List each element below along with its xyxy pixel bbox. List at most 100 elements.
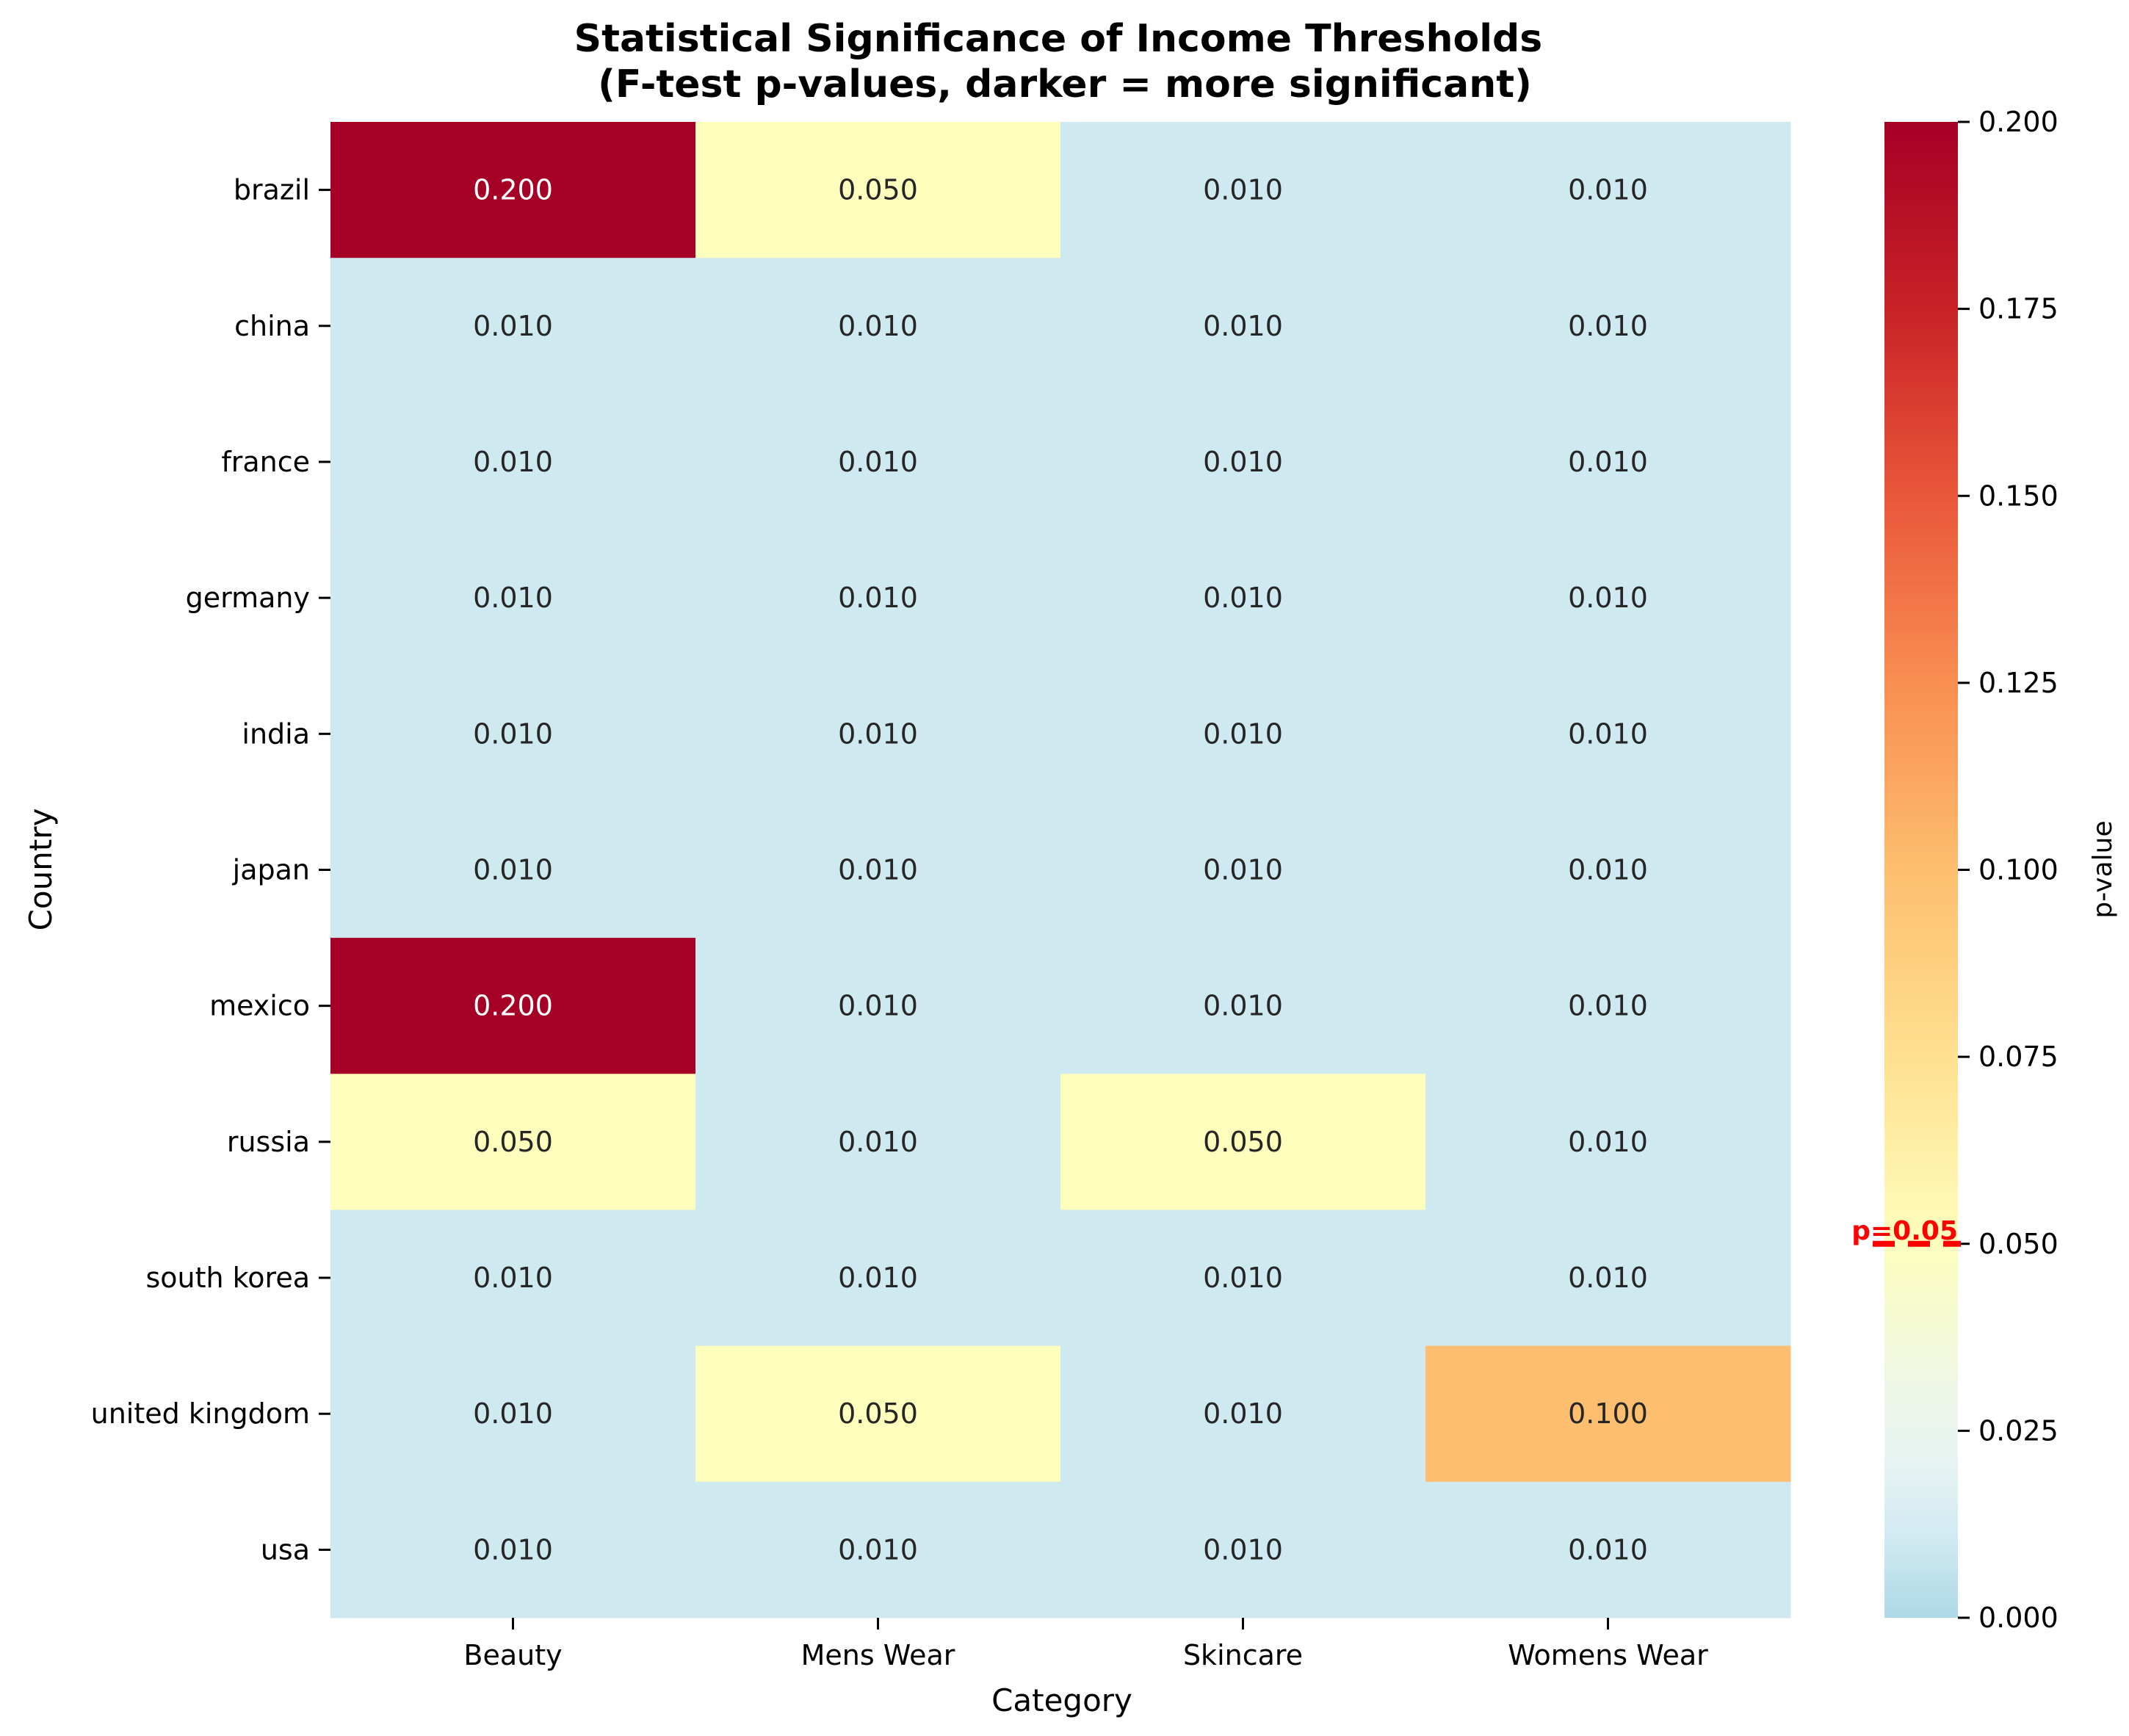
cell-value-label: 0.200 (473, 990, 553, 1022)
colorbar-tick-label: 0.100 (1978, 854, 2058, 886)
colorbar-gradient (1884, 122, 1958, 1618)
cell-value-label: 0.010 (1203, 854, 1283, 886)
cell-value-label: 0.010 (838, 854, 918, 886)
y-tick-label: russia (227, 1126, 310, 1158)
y-tick-label: germany (186, 582, 310, 614)
x-axis-label: Category (991, 1682, 1132, 1718)
x-tick-label: Womens Wear (1508, 1639, 1708, 1671)
cell-value-label: 0.010 (1568, 1262, 1648, 1294)
threshold-label: p=0.05 (1851, 1216, 1958, 1246)
heatmap-cell (695, 529, 1061, 667)
cell-value-label: 0.010 (1568, 990, 1648, 1022)
cell-value-label: 0.010 (838, 717, 918, 750)
heatmap-cell (1060, 1345, 1426, 1483)
heatmap-cell (1060, 665, 1426, 803)
colorbar: 0.000 0.025 0.050 0.075 0.100 0.125 0.150 0.175… (1851, 106, 2118, 1634)
cell-value-label: 0.010 (473, 1262, 553, 1294)
heatmap-cell (330, 1074, 696, 1210)
y-axis-label: Country (23, 809, 59, 931)
y-tick-label: south korea (145, 1262, 310, 1294)
heatmap-cell (1425, 122, 1791, 258)
colorbar-tick-label: 0.050 (1978, 1228, 2058, 1260)
heatmap-cell (330, 122, 696, 258)
chart-title: Statistical Significance of Income Thres… (574, 17, 1556, 106)
cell-value-label: 0.010 (1568, 174, 1648, 206)
colorbar-tick-label: 0.000 (1978, 1602, 2058, 1634)
x-tick-label: Beauty (463, 1639, 562, 1671)
cell-value-label: 0.010 (473, 717, 553, 750)
heatmap-cell (1425, 529, 1791, 667)
heatmap-cell (695, 938, 1061, 1074)
colorbar-label: p-value (2088, 820, 2118, 918)
cell-value-label: 0.010 (838, 446, 918, 478)
y-tick-label: usa (261, 1533, 310, 1566)
heatmap-cell (695, 1209, 1061, 1347)
cell-value-label: 0.010 (1568, 1533, 1648, 1566)
cell-value-label: 0.010 (473, 310, 553, 342)
heatmap-cell (1425, 1074, 1791, 1210)
heatmap-cell (330, 1345, 696, 1483)
cell-value-label: 0.010 (1203, 990, 1283, 1022)
colorbar-tick-label: 0.200 (1978, 106, 2058, 138)
colorbar-tick-label: 0.025 (1978, 1414, 2058, 1447)
heatmap-cell (695, 1481, 1061, 1619)
heatmap-cell (695, 122, 1061, 258)
heatmap-cell (1425, 1481, 1791, 1619)
heatmap-cell (330, 801, 696, 938)
heatmap-cell (1060, 394, 1426, 531)
cell-value-label: 0.010 (1568, 582, 1648, 614)
heatmap-cell (1060, 1481, 1426, 1619)
heatmap-cell (1425, 801, 1791, 938)
cell-value-label: 0.010 (1203, 310, 1283, 342)
cell-value-label: 0.010 (473, 1397, 553, 1430)
y-tick-label: mexico (209, 990, 310, 1022)
heatmap-cell (1060, 258, 1426, 394)
heatmap-cell (1060, 1209, 1426, 1347)
cell-value-label: 0.010 (1568, 717, 1648, 750)
y-tick-label: japan (232, 854, 310, 886)
heatmap-cell (1060, 938, 1426, 1074)
heatmap-cell (695, 1345, 1061, 1483)
heatmap-cell (1425, 665, 1791, 803)
cell-value-label: 0.010 (1568, 1126, 1648, 1158)
colorbar-tick-label: 0.075 (1978, 1041, 2058, 1073)
cell-value-label: 0.010 (1203, 1397, 1283, 1430)
heatmap-cell (330, 1481, 696, 1619)
cell-value-label: 0.010 (1203, 582, 1283, 614)
y-axis: brazil china france germany india japan mexico… (91, 174, 330, 1566)
heatmap-cell (1060, 1074, 1426, 1210)
y-tick-label: france (221, 446, 310, 478)
colorbar-tick-label: 0.150 (1978, 480, 2058, 512)
colorbar-tick-label: 0.125 (1978, 667, 2058, 699)
cell-value-label: 0.010 (1568, 310, 1648, 342)
cell-value-label: 0.010 (838, 990, 918, 1022)
y-tick-label: brazil (234, 174, 310, 206)
cell-value-label: 0.050 (1203, 1126, 1283, 1158)
heatmap-cell (330, 258, 696, 394)
colorbar-ticks: 0.000 0.025 0.050 0.075 0.100 0.125 0.150 0.175… (1958, 106, 2058, 1634)
cell-value-label: 0.010 (838, 582, 918, 614)
heatmap-cell (330, 665, 696, 803)
chart-title-line-2: (F-test p-values, darker = more signific… (598, 62, 1532, 106)
cell-value-label: 0.010 (1203, 717, 1283, 750)
cell-value-label: 0.010 (838, 1262, 918, 1294)
cell-value-label: 0.200 (473, 174, 553, 206)
cell-value-label: 0.010 (1203, 174, 1283, 206)
cell-value-label: 0.010 (473, 1533, 553, 1566)
cell-value-label: 0.010 (838, 1533, 918, 1566)
heatmap-cell (695, 394, 1061, 531)
heatmap-cell (695, 801, 1061, 938)
cell-value-label: 0.010 (1568, 446, 1648, 478)
heatmap-cell (330, 938, 696, 1074)
heatmap-cell (1060, 801, 1426, 938)
heatmap-cell (1060, 529, 1426, 667)
cell-value-label: 0.010 (838, 310, 918, 342)
heatmap-cell (1060, 122, 1426, 258)
cell-value-label: 0.010 (1568, 854, 1648, 886)
cell-value-label: 0.010 (1203, 1262, 1283, 1294)
cell-value-label: 0.050 (473, 1126, 553, 1158)
cell-value-label: 0.010 (473, 446, 553, 478)
cell-value-label: 0.100 (1568, 1397, 1648, 1430)
chart-title-line-1: Statistical Significance of Income Thres… (574, 17, 1543, 61)
heatmap-cell (1425, 1209, 1791, 1347)
